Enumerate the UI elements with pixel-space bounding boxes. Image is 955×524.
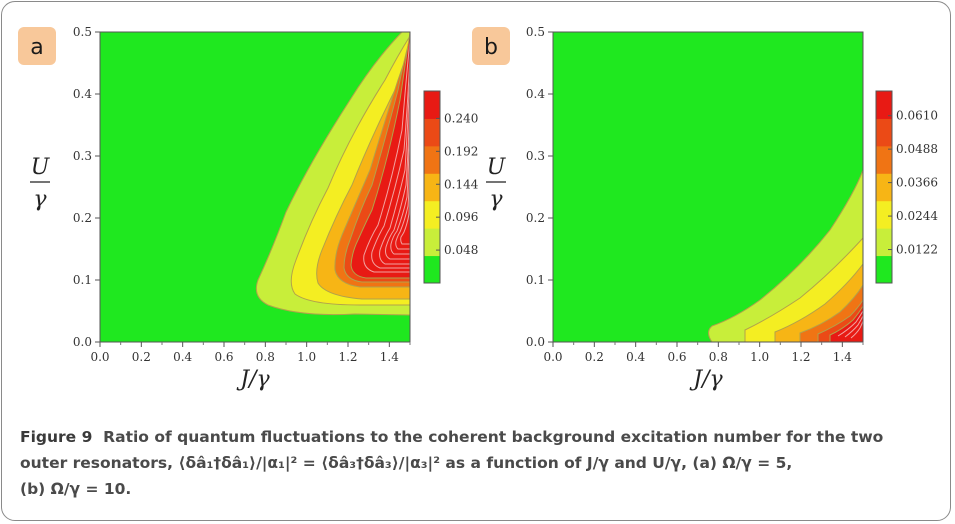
colorbar-tick-label: 0.240 [444,111,478,125]
red-contour-lines [837,310,863,339]
colorbar-segment [876,91,892,119]
x-tick-label: 0.2 [132,350,151,364]
y-tick-label: 0.2 [526,211,545,225]
caption-line-2: outer resonators, ⟨δâ₁†δâ₁⟩/|α₁|² = ⟨δâ₃… [20,454,793,472]
y-tick-label: 0.0 [526,335,545,349]
colorbar-tick-label: 0.0610 [896,109,938,123]
x-tick-label: 1.2 [791,350,810,364]
figure-caption: Figure 9 Ratio of quantum fluctuations t… [20,424,940,502]
panel-b-letter: b [484,35,498,60]
colorbar-segment [424,173,440,202]
colorbar-segment [424,145,440,174]
colorbar-segment [876,118,892,147]
x-tick-label: 1.0 [750,350,769,364]
x-tick-label: 0.6 [667,350,686,364]
colorbar-tick-label: 0.192 [444,144,478,158]
colorbar-tick-label: 0.096 [444,210,478,224]
panel-a-x-axis: 0.0 0.2 0.4 0.6 0.8 1.0 1.2 1.4 [90,342,411,364]
caption-text-1: Ratio of quantum fluctuations to the coh… [103,428,884,446]
y-tick-label: 0.5 [526,25,545,39]
x-tick-label: 1.4 [833,350,852,364]
colorbar-segment [876,228,892,257]
panel-b: b 0.0 0.2 0.4 0.6 0.8 1.0 1.2 1.4 0.00.10.20.30… [472,25,938,392]
colorbar-segment [424,118,440,147]
colorbar-tick-label: 0.0366 [896,176,938,190]
y-tick-label: 0.2 [73,211,92,225]
panel-b-colorbar: 0.0122 0.0244 0.0366 0.0488 0.0610 [875,90,938,284]
x-tick-label: 0.6 [214,350,233,364]
x-tick-label: 1.4 [380,350,399,364]
x-tick-label: 0.2 [585,350,604,364]
red-contour-lines [363,39,410,273]
y-tick-label: 0.4 [526,87,545,101]
figure-graphic: a 0.0 0.2 0.4 0.6 0.8 1.0 1.2 1.4 0.00.10.20.30… [18,25,938,392]
panel-a-y-axis-label-numerator: U [31,155,51,180]
caption-line-3: (b) Ω/γ = 10. [20,480,132,498]
colorbar-segment [424,255,440,284]
panel-a: a 0.0 0.2 0.4 0.6 0.8 1.0 1.2 1.4 0.00.10.20.30… [18,25,479,392]
x-tick-label: 0.0 [543,350,562,364]
y-tick-label: 0.3 [526,149,545,163]
panel-b-heatmap [553,32,863,342]
y-tick-label: 0.1 [73,273,92,287]
panel-a-letter-bg [18,27,56,65]
x-tick-label: 0.8 [256,350,275,364]
y-tick-label: 0.3 [73,149,92,163]
panel-b-y-axis-label-denominator: γ [489,187,503,212]
panel-b-x-axis-label: J/γ [689,367,723,392]
y-tick-label: 0.5 [73,25,92,39]
panel-b-letter-bg [472,27,510,65]
colorbar-frame [875,90,893,284]
panel-a-y-axis: 0.0 0.1 0.2 0.3 0.4 0.5 [73,25,100,349]
panel-a-heatmap [100,32,410,342]
colorbar-tick-label: 0.0122 [896,243,938,257]
panel-a-y-axis-label-denominator: γ [33,187,47,212]
panel-a-colorbar: 0.048 0.096 0.144 0.192 0.240 [423,90,479,284]
colorbar-segment [876,173,892,202]
colorbar-tick-label: 0.144 [444,177,479,191]
caption-line-1: Figure 9 Ratio of quantum fluctuations t… [20,424,940,450]
colorbar-tick-label: 0.0244 [896,209,938,223]
colorbar-segment [424,91,440,119]
colorbar-segment [876,255,892,284]
y-tick-label: 0.4 [73,87,92,101]
panel-b-x-axis: 0.0 0.2 0.4 0.6 0.8 1.0 1.2 1.4 [543,342,864,364]
colorbar-segment [424,228,440,257]
colorbar-segment [876,145,892,174]
panel-a-letter: a [30,35,43,60]
panel-b-plot-frame [552,31,864,343]
panel-a-x-axis-label: J/γ [236,367,270,392]
region-red [350,32,410,279]
colorbar-tick-label: 0.048 [444,243,478,257]
panel-a-plot-frame [99,31,411,343]
x-tick-label: 0.0 [90,350,109,364]
figure-label: Figure 9 [20,428,93,446]
panel-b-y-axis-label-numerator: U [487,155,507,180]
colorbar-tick-label: 0.0488 [896,142,938,156]
x-tick-label: 1.2 [338,350,357,364]
x-tick-label: 0.8 [709,350,728,364]
x-tick-label: 1.0 [297,350,316,364]
y-tick-label: 0.0 [73,335,92,349]
x-tick-label: 0.4 [173,350,192,364]
colorbar-segment [424,200,440,229]
colorbar-segment [876,200,892,229]
colorbar-frame [423,90,441,284]
x-tick-label: 0.4 [626,350,645,364]
panel-b-y-axis: 0.0 0.1 0.2 0.3 0.4 0.5 [526,25,553,349]
y-tick-label: 0.1 [526,273,545,287]
